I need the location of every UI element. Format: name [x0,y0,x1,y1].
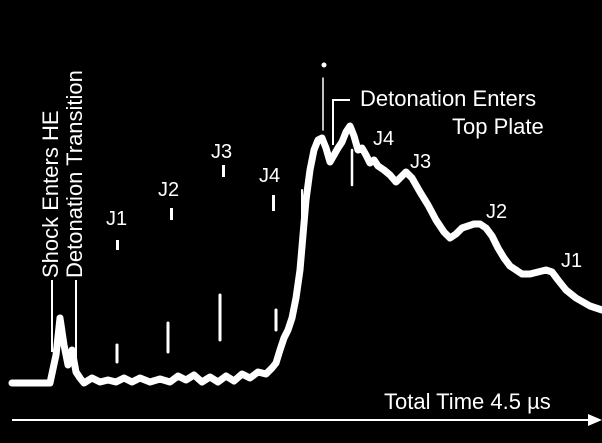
detonation-enters-label: Detonation Enters [360,86,536,111]
top-plate-label-text: Top Plate [452,114,544,139]
lower-label-j2: J2 [486,201,507,223]
time-axis-arrow [12,414,602,426]
dot-j4 [272,195,275,211]
signal-trace [8,122,602,387]
dot-j3 [222,165,225,177]
signal-spikes [115,77,354,364]
leader-top-plate [332,99,350,145]
marker-dots [116,62,327,250]
upper-label-j2: J2 [158,179,179,201]
shock-enters-he-label: Shock Enters HE [38,110,63,278]
detonation-transition-label: Detonation Transition [62,70,87,278]
x-axis-label: Total Time 4.5 µs [384,389,551,414]
lower-label-j3: J3 [410,151,431,173]
lower-label-j1: J1 [561,250,582,272]
dot-top [321,62,327,68]
upper-label-j4: J4 [259,165,280,187]
dot-j1 [116,240,119,250]
upper-label-j3: J3 [211,141,232,163]
time-axis-arrowhead [588,414,602,426]
dot-j2 [170,208,173,220]
annotation-leaders [51,99,350,372]
lower-label-j4: J4 [373,128,394,150]
upper-label-j1: J1 [106,208,127,230]
